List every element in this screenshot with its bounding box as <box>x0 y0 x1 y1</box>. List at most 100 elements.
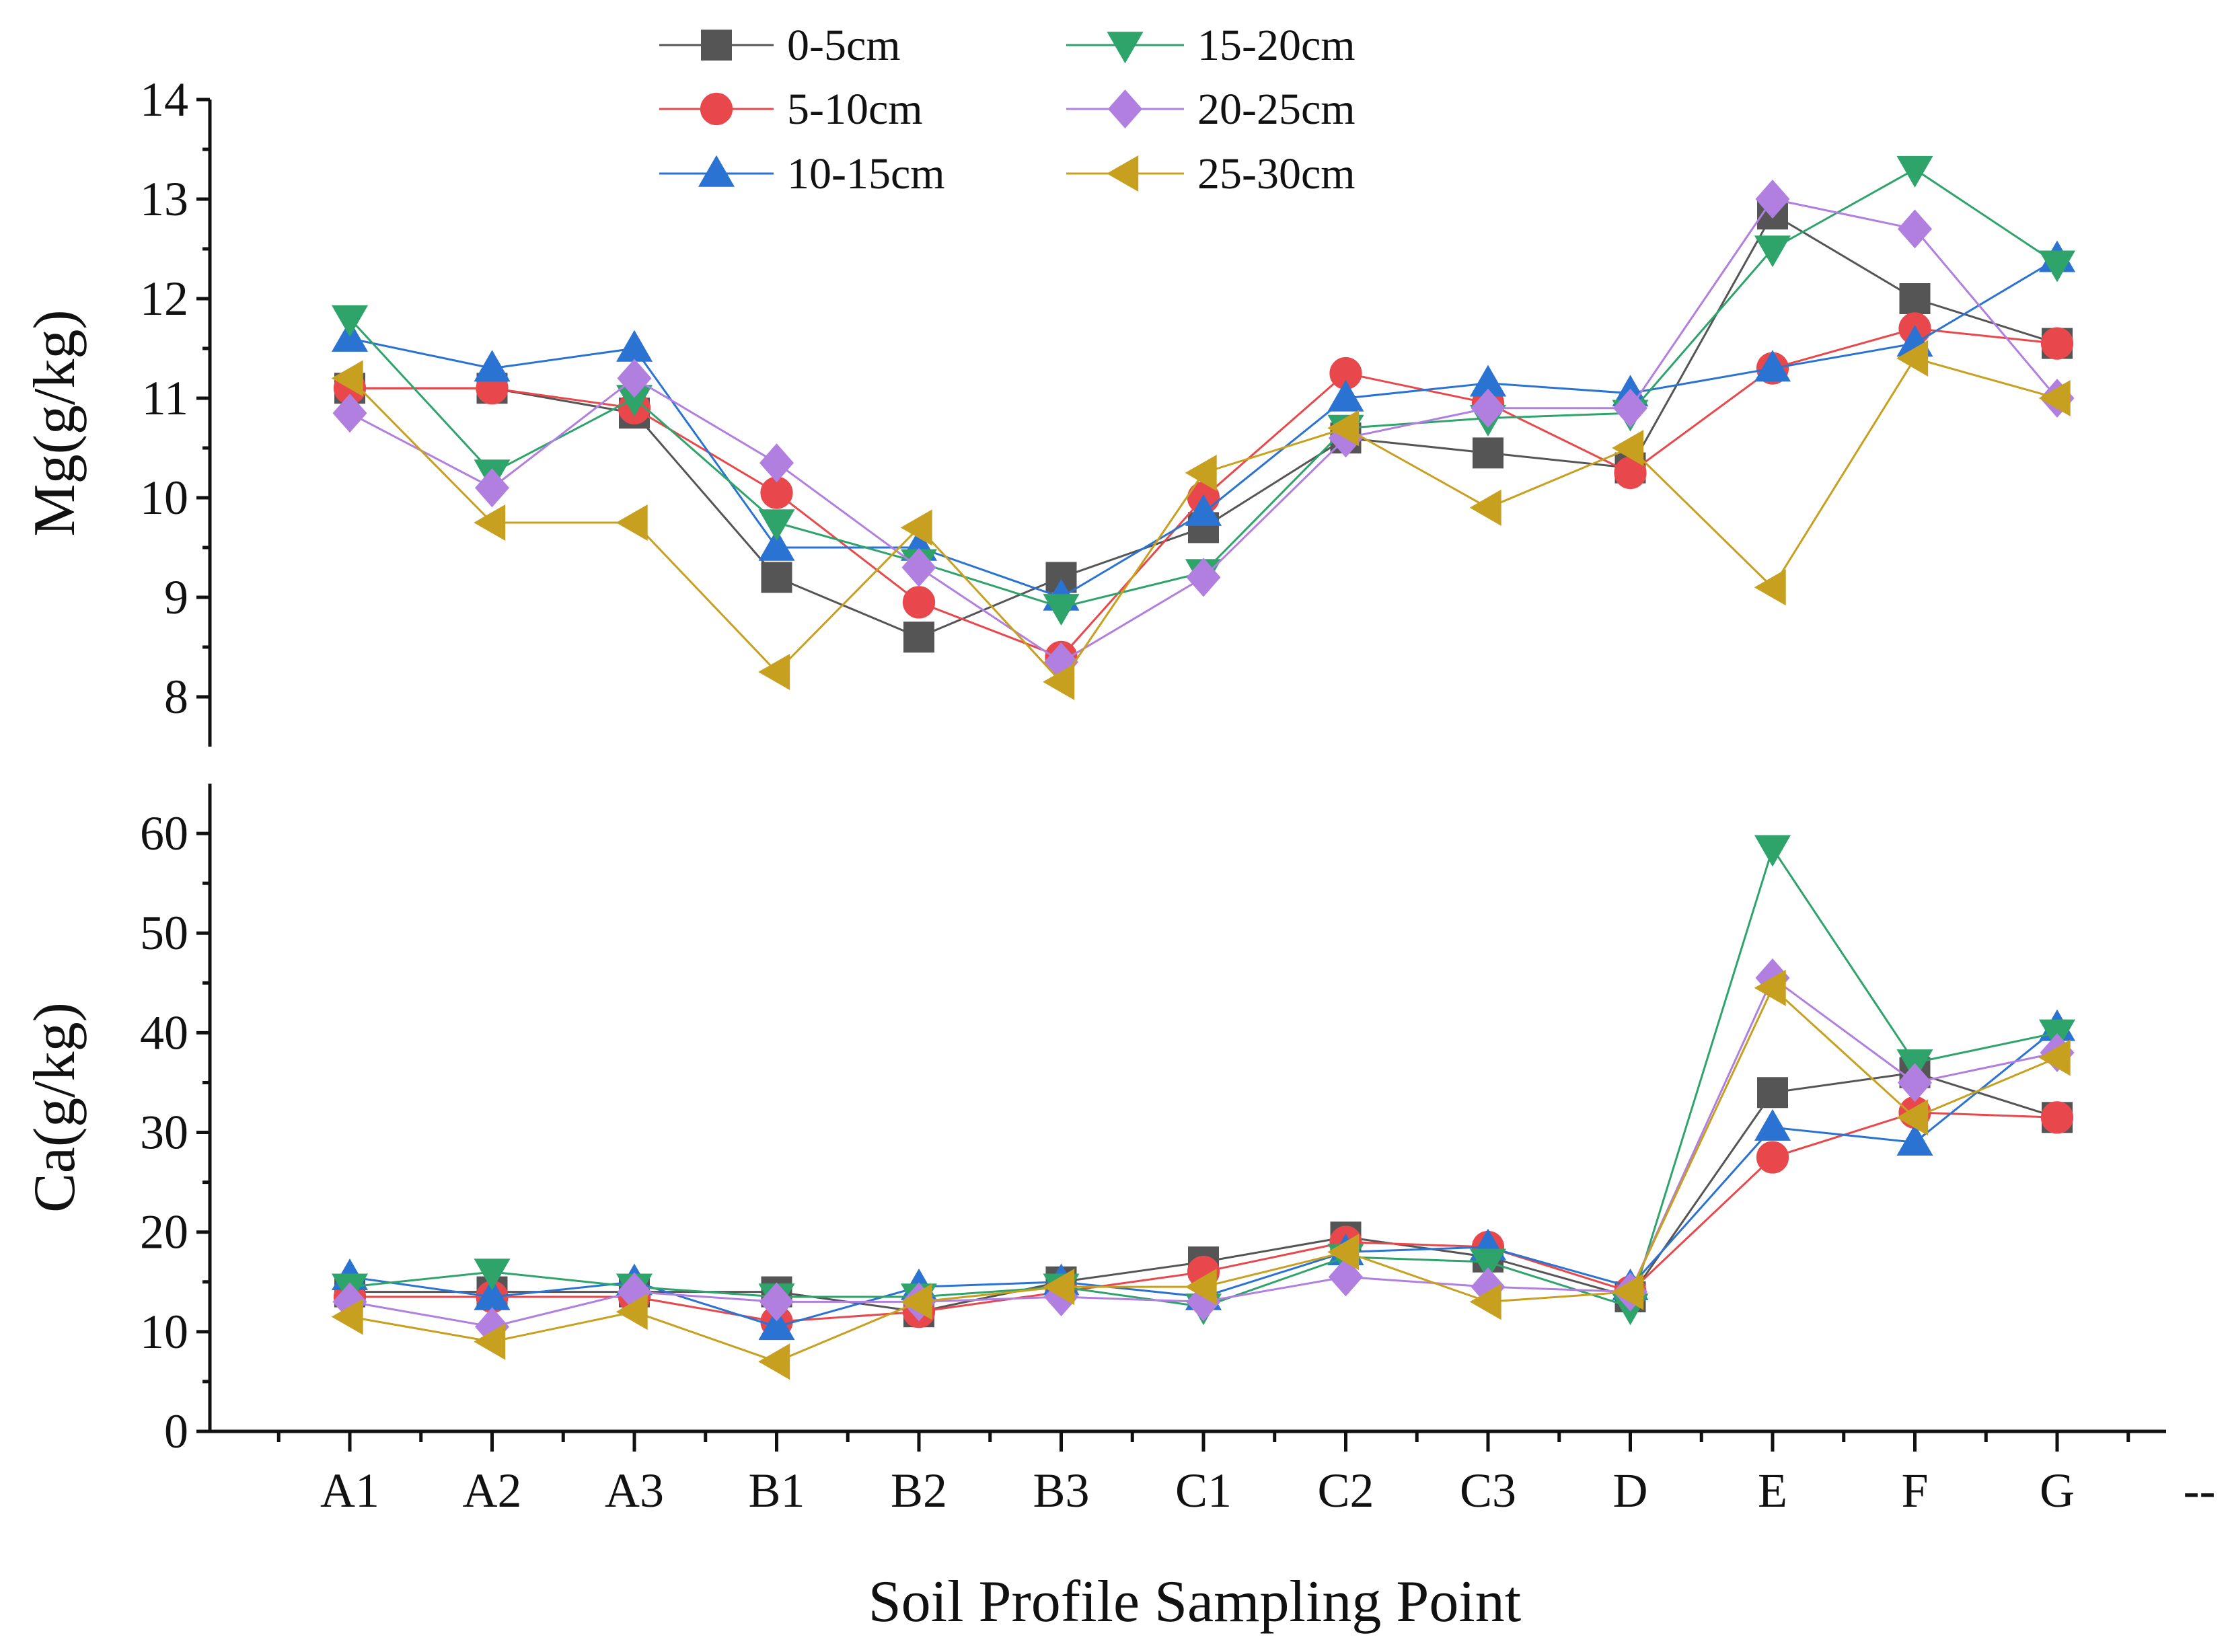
legend-marker-10-15cm <box>698 155 735 187</box>
mg-point-10-15cm-c2 <box>1327 379 1364 412</box>
mg-point-25-30cm-b1 <box>758 653 790 691</box>
mg-point-15-20cm-f <box>1896 155 1933 188</box>
ca-point-25-30cm-e <box>1754 969 1786 1006</box>
mg-point-10-15cm-a2 <box>474 350 511 382</box>
ca-point-15-20cm-a2 <box>474 1259 511 1291</box>
legend-label-20-25cm: 20-25cm <box>1197 85 1356 134</box>
mg-point-20-25cm-d <box>1612 388 1648 428</box>
mg-point-25-30cm-c3 <box>1469 489 1501 526</box>
mg-point-20-25cm-e <box>1755 179 1790 219</box>
ca-point-25-30cm-a2 <box>474 1323 506 1360</box>
mg-point-20-25cm-b1 <box>759 443 794 483</box>
legend-marker-5-10cm <box>700 92 733 126</box>
mg-line-10-15cm <box>349 258 2058 599</box>
mg-point-0-5cm-b1 <box>761 562 792 593</box>
mg-point-15-20cm-b1 <box>758 509 795 541</box>
legend-item-0-5cm: 0-5cm <box>659 21 901 70</box>
ca-point-25-30cm-c1 <box>1185 1269 1217 1306</box>
mg-point-20-25cm-f <box>1897 209 1933 249</box>
ca-y-axis-title: Ca(g/kg) <box>22 1002 87 1213</box>
ca-point-25-30cm-b3 <box>1043 1269 1075 1306</box>
mg-point-25-30cm-g <box>2038 379 2071 417</box>
legend-marker-0-5cm <box>701 30 732 61</box>
mg-series-20-25cm <box>332 179 2075 682</box>
legend-item-15-20cm: 15-20cm <box>1066 21 1356 70</box>
x-axis-title: Soil Profile Sampling Point <box>868 1569 1522 1635</box>
mg-series-5-10cm <box>333 312 2074 673</box>
mg-point-15-20cm-e <box>1754 235 1791 268</box>
ca-point-25-30cm-c3 <box>1469 1283 1501 1320</box>
mg-point-25-30cm-d <box>1612 429 1644 467</box>
x-tick-label-b3: B3 <box>1033 1464 1089 1517</box>
ca-point-25-30cm-a1 <box>331 1298 363 1335</box>
ca-point-20-25cm-b1 <box>759 1282 794 1322</box>
x-tick-label-c1: C1 <box>1175 1464 1232 1517</box>
mg-y-tick-label: 11 <box>142 371 188 425</box>
mg-point-20-25cm-a2 <box>474 468 510 508</box>
mg-y-tick-label: 12 <box>140 272 188 326</box>
legend-marker-15-20cm <box>1107 32 1144 64</box>
ca-y-tick-label: 30 <box>140 1106 188 1160</box>
legend-label-0-5cm: 0-5cm <box>787 21 901 70</box>
mg-y-tick-label: 8 <box>164 670 188 724</box>
mg-y-tick-label: 10 <box>140 471 188 525</box>
mg-point-10-15cm-a3 <box>616 330 653 362</box>
legend-marker-20-25cm <box>1107 89 1143 129</box>
mg-point-20-25cm-a1 <box>332 393 367 433</box>
ca-point-0-5cm-e <box>1757 1077 1788 1109</box>
ca-line-15-20cm <box>349 846 2058 1308</box>
mg-point-25-30cm-c1 <box>1185 454 1217 492</box>
x-tick-label-b1: B1 <box>748 1464 805 1517</box>
ca-point-5-10cm-e <box>1756 1141 1789 1174</box>
ca-point-25-30cm-c2 <box>1327 1234 1360 1271</box>
ca-y-tick-label: 20 <box>140 1205 188 1259</box>
x-tick-label-e: E <box>1758 1464 1787 1517</box>
legend-marker-25-30cm <box>1107 155 1139 192</box>
mg-point-20-25cm-b2 <box>901 548 936 587</box>
ca-series-25-30cm <box>331 969 2071 1380</box>
mg-point-0-5cm-b2 <box>903 622 934 653</box>
ca-point-25-30cm-a3 <box>616 1293 648 1330</box>
mg-point-10-15cm-c1 <box>1185 494 1222 526</box>
legend-label-25-30cm: 25-30cm <box>1197 149 1356 198</box>
mg-point-10-15cm-e <box>1754 350 1791 382</box>
mg-point-25-30cm-a2 <box>474 504 506 541</box>
ca-point-20-25cm-f <box>1897 1063 1933 1102</box>
mg-series-25-30cm <box>331 340 2071 700</box>
mg-point-25-30cm-a1 <box>331 360 363 397</box>
mg-point-15-20cm-g <box>2038 250 2076 283</box>
mg-point-25-30cm-b2 <box>900 509 932 546</box>
ca-panel: 0 10 20 30 40 50 60 Ca(g/kg) A1 A2 A3 B1 B2 B3 C1 C2 C3 D… <box>22 784 2215 1635</box>
ca-point-15-20cm-c3 <box>1469 1248 1507 1281</box>
mg-point-5-10cm-g <box>2040 327 2074 360</box>
legend-item-25-30cm: 25-30cm <box>1066 149 1356 198</box>
ca-point-10-15cm-b1 <box>758 1308 795 1341</box>
ca-point-25-30cm-g <box>2038 1039 2071 1076</box>
mg-point-25-30cm-f <box>1896 340 1929 377</box>
mg-point-15-20cm-b3 <box>1043 594 1080 626</box>
mg-series-10-15cm <box>331 240 2076 611</box>
x-tick-label-b2: B2 <box>891 1464 947 1517</box>
ca-y-tick-label: 60 <box>140 806 188 860</box>
legend-label-15-20cm: 15-20cm <box>1197 21 1356 70</box>
mg-point-10-15cm-b1 <box>758 529 795 561</box>
x-tick-label-a3: A3 <box>605 1464 664 1517</box>
x-tick-label-c2: C2 <box>1317 1464 1374 1517</box>
ca-point-25-30cm-b2 <box>900 1283 932 1320</box>
mg-series-15-20cm <box>331 155 2076 626</box>
mg-point-0-5cm-c3 <box>1473 437 1503 469</box>
mg-point-20-25cm-c3 <box>1471 388 1506 428</box>
x-tick-label-a1: A1 <box>320 1464 379 1517</box>
mg-panel: 8 9 10 11 12 13 14 Mg(g/kg) <box>22 73 2076 747</box>
mg-point-20-25cm-a3 <box>617 359 652 398</box>
mg-point-0-5cm-f <box>1899 283 1931 314</box>
mg-y-tick-label: 9 <box>164 570 188 624</box>
legend-label-5-10cm: 5-10cm <box>787 85 923 134</box>
legend-label-10-15cm: 10-15cm <box>787 149 945 198</box>
x-tick-label-extra: -- <box>2184 1464 2216 1517</box>
mg-point-5-10cm-b2 <box>902 586 936 619</box>
ca-point-10-15cm-e <box>1754 1109 1791 1141</box>
x-tick-label-c3: C3 <box>1460 1464 1516 1517</box>
ca-y-tick-label: 50 <box>140 906 188 960</box>
